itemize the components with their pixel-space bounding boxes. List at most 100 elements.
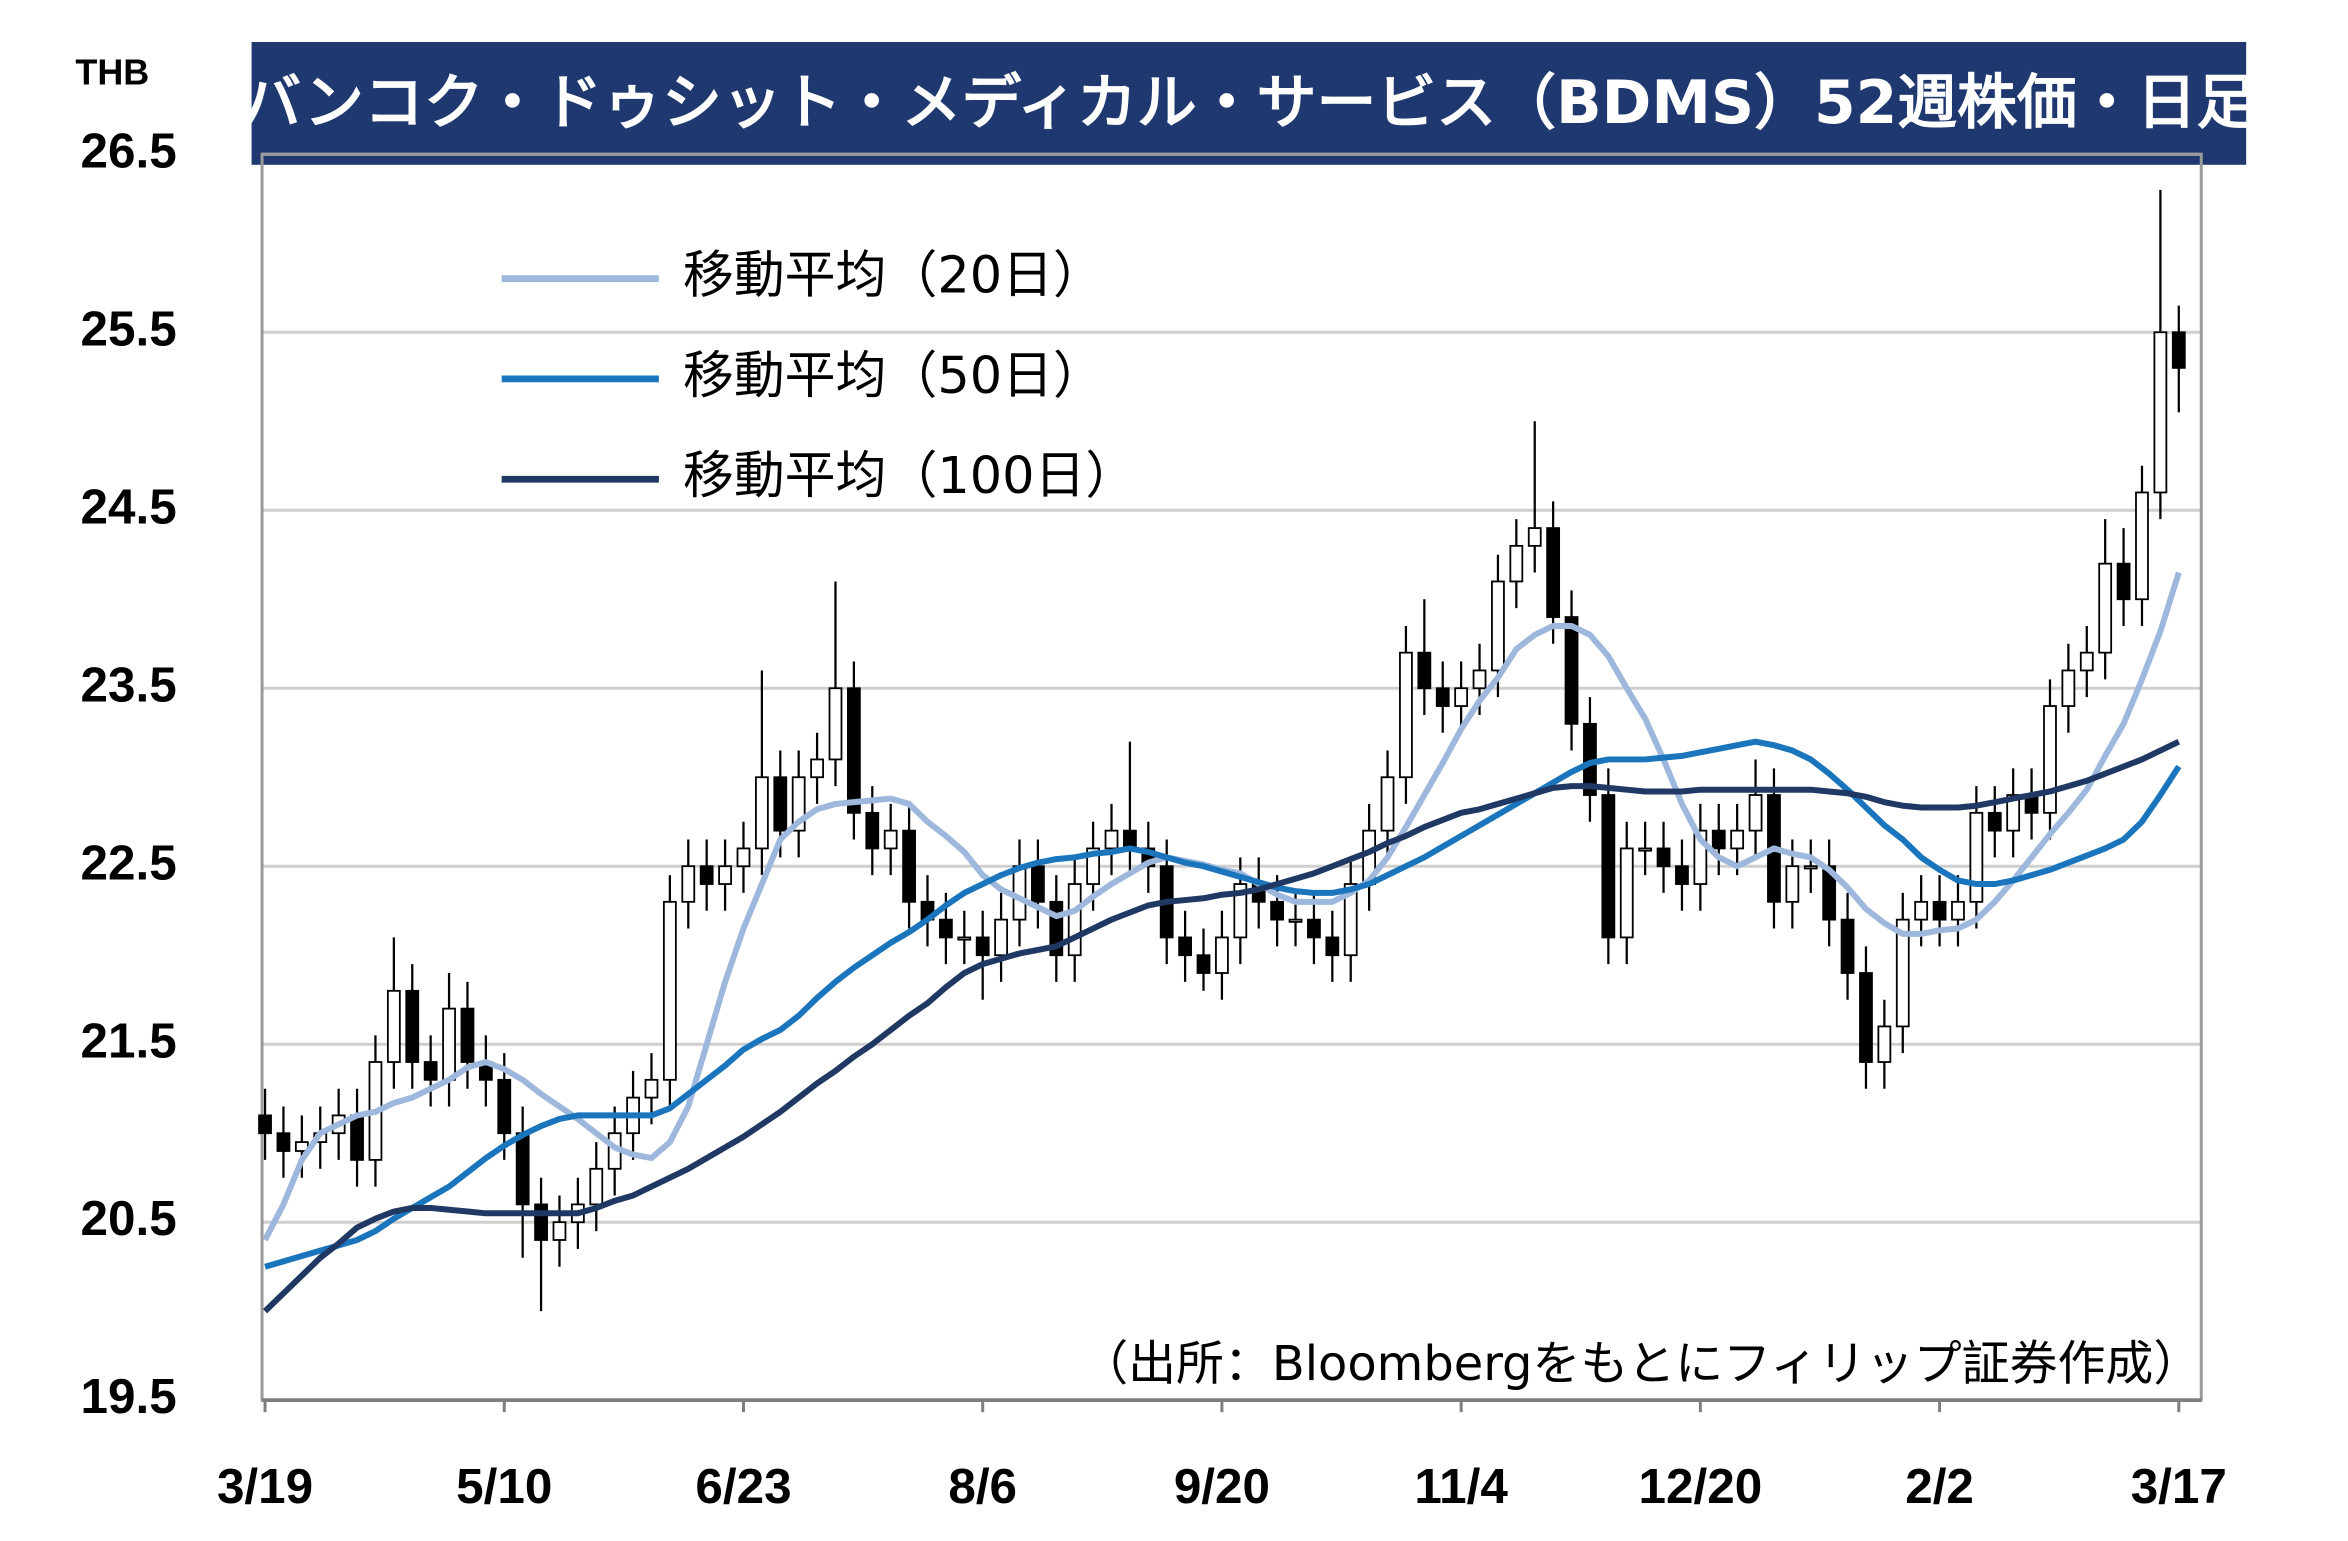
- candle-body: [1693, 829, 1708, 885]
- candle-body: [1417, 651, 1432, 690]
- legend-label: 移動平均（50日）: [683, 347, 1104, 406]
- candle-body: [810, 758, 824, 779]
- candle-body: [939, 918, 953, 939]
- candle-body: [2043, 705, 2057, 814]
- candle-body: [1454, 687, 1469, 707]
- y-tick-label: 23.5: [81, 657, 177, 712]
- y-tick-label: 25.5: [81, 301, 177, 356]
- candle-body: [1840, 918, 1855, 974]
- candle-body: [1546, 527, 1561, 618]
- candle-body: [497, 1078, 512, 1135]
- candle-body: [644, 1078, 659, 1099]
- chart-title: バンコク・ドゥシット・メディカル・サービス（BDMS）52週株価・日足: [241, 68, 2256, 138]
- candle-body: [460, 1007, 475, 1063]
- candle-body: [2135, 491, 2149, 601]
- candle-body: [681, 865, 696, 903]
- candle-body: [1067, 883, 1082, 957]
- candle-body: [754, 776, 769, 850]
- candle-body: [1435, 687, 1450, 707]
- candle-body: [2079, 651, 2094, 672]
- candle-body: [258, 1114, 272, 1135]
- candle-body: [1325, 936, 1340, 957]
- candle-body: [1675, 865, 1689, 885]
- y-tick-label: 20.5: [81, 1191, 177, 1246]
- candle-body: [534, 1203, 548, 1241]
- candle-body: [1233, 883, 1248, 939]
- candle-body: [718, 865, 732, 885]
- legend-label: 移動平均（20日）: [683, 247, 1104, 306]
- candle-body: [1895, 918, 1910, 1028]
- candle-body: [405, 989, 420, 1063]
- candle-body: [1049, 900, 1064, 957]
- y-tick-label: 19.5: [81, 1369, 177, 1424]
- candle-body: [1859, 972, 1873, 1063]
- y-tick-label: 24.5: [81, 479, 177, 534]
- x-tick-label: 3/19: [217, 1459, 313, 1514]
- candle-body: [1141, 847, 1156, 868]
- candle-body: [276, 1132, 291, 1152]
- candle-body: [1785, 865, 1800, 903]
- candle-body: [1803, 865, 1818, 870]
- candle-body: [2153, 331, 2168, 494]
- x-tick-label: 11/4: [1414, 1459, 1508, 1514]
- source-note: （出所：Bloombergをもとにフィリップ証券作成）: [1080, 1337, 2201, 1392]
- candle-body: [386, 989, 401, 1063]
- candle-body: [902, 829, 916, 903]
- candle-body: [773, 776, 788, 832]
- candle-body: [1638, 847, 1653, 852]
- candle-body: [1178, 936, 1193, 957]
- candle-body: [828, 687, 843, 761]
- candle-body: [1932, 900, 1947, 921]
- ma-line: [264, 738, 2182, 1270]
- candle-body: [1399, 651, 1413, 779]
- candle-body: [2171, 331, 2186, 369]
- candle-body: [515, 1132, 530, 1206]
- x-tick-label: 9/20: [1174, 1459, 1270, 1514]
- candle-body: [1491, 580, 1505, 672]
- ma-line: [262, 738, 2181, 1314]
- candle-body: [699, 865, 714, 885]
- candle-body: [442, 1007, 456, 1081]
- candle-body: [1527, 527, 1542, 547]
- candle-body: [1380, 776, 1395, 832]
- candle-body: [1914, 900, 1929, 921]
- y-tick-label: 26.5: [81, 123, 177, 178]
- candle-body: [975, 936, 990, 957]
- candle-body: [736, 847, 751, 868]
- candle-body: [1031, 865, 1045, 903]
- candle-body: [1748, 794, 1763, 832]
- y-unit: THB: [75, 51, 149, 92]
- candle-body: [1343, 883, 1358, 957]
- candle-body: [1877, 1025, 1892, 1063]
- candle-body: [1307, 918, 1321, 939]
- candle-body: [2061, 669, 2076, 707]
- candle-body: [1711, 829, 1726, 850]
- candle-body: [423, 1061, 438, 1081]
- y-tick-label: 21.5: [81, 1013, 177, 1068]
- candle-body: [1215, 936, 1229, 974]
- candle-body: [791, 776, 806, 832]
- candle-body: [1656, 847, 1671, 868]
- legend-label: 移動平均（100日）: [683, 447, 1137, 506]
- candle-body: [1086, 847, 1100, 885]
- candle-body: [1730, 829, 1745, 850]
- candle-body: [994, 918, 1008, 957]
- y-tick-label: 22.5: [81, 835, 177, 890]
- candle-body: [1472, 669, 1487, 690]
- candle-body: [589, 1167, 604, 1206]
- candle-body: [350, 1114, 364, 1161]
- candle-body: [865, 811, 880, 850]
- title-box: [251, 41, 2247, 165]
- x-tick-label: 3/17: [2131, 1459, 2227, 1514]
- candle-body: [1104, 829, 1119, 850]
- candle-body: [1951, 900, 1965, 921]
- candle-body: [1564, 616, 1579, 725]
- candle-body: [847, 687, 861, 814]
- candle-body: [552, 1221, 567, 1241]
- candle-body: [1509, 544, 1524, 583]
- x-tick-label: 12/20: [1639, 1459, 1763, 1514]
- candle-body: [1196, 954, 1211, 974]
- candle-body: [2006, 794, 2021, 832]
